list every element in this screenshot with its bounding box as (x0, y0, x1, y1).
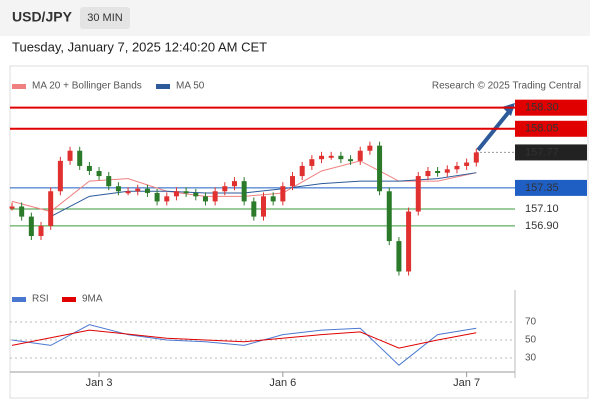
legend-swatch (12, 84, 26, 89)
legend-label: 9MA (82, 294, 103, 305)
candle (299, 165, 305, 177)
candle (106, 176, 112, 187)
candle (415, 176, 421, 212)
x-tick-label: Jan 3 (86, 377, 113, 389)
level-box (515, 144, 587, 161)
candle (28, 216, 34, 237)
candle (19, 206, 25, 217)
candle (425, 171, 431, 177)
subtitle: Tuesday, January 7, 2025 12:40:20 AM CET (12, 39, 267, 54)
candle (164, 196, 170, 202)
arrow-head (502, 103, 515, 116)
candle (125, 191, 131, 194)
legend-label: MA 20 + Bollinger Bands (32, 81, 142, 92)
x-tick-label: Jan 7 (453, 377, 480, 389)
candle (444, 169, 450, 173)
candle (328, 155, 334, 158)
candle (183, 191, 189, 194)
candle (241, 181, 247, 202)
candle (367, 145, 373, 151)
candle (270, 196, 276, 202)
candle (473, 152, 479, 163)
candle (454, 165, 460, 170)
candle (9, 206, 15, 209)
level-label: 156.90 (525, 220, 559, 232)
candle (261, 196, 266, 217)
legend-swatch (156, 84, 170, 89)
candle (38, 225, 44, 237)
candle (115, 186, 121, 192)
rsi-tick-label: 30 (525, 353, 537, 364)
credit: Research © 2025 Trading Central (432, 81, 581, 92)
candle (406, 211, 412, 272)
rsi-tick-label: 70 (525, 317, 537, 328)
ma-line (50, 172, 477, 218)
candle (464, 162, 470, 166)
chart-title: USD/JPY (12, 9, 73, 25)
candle (144, 188, 150, 193)
legend-swatch (62, 297, 76, 302)
candle (338, 155, 344, 160)
timeframe: 30 MIN (87, 12, 123, 24)
candle (173, 191, 179, 197)
candle (202, 196, 208, 202)
candle (86, 165, 92, 171)
x-tick-label: Jan 6 (269, 377, 296, 389)
candle (435, 171, 441, 173)
candle (251, 201, 257, 217)
level-label: 158.30 (525, 102, 559, 114)
candle (280, 186, 286, 202)
level-box (515, 120, 587, 137)
candle (77, 150, 83, 166)
candle (319, 155, 325, 160)
candle (135, 188, 141, 192)
rsi-tick-label: 50 (525, 335, 537, 346)
candle (386, 191, 392, 242)
candle (231, 181, 237, 187)
candle (154, 192, 160, 202)
level-label: 157.35 (525, 182, 559, 194)
legend-label: MA 50 (176, 81, 205, 92)
level-label: 157.10 (525, 203, 559, 215)
candle (396, 241, 402, 272)
candle (309, 159, 315, 166)
candle (193, 192, 199, 197)
candle (357, 150, 363, 161)
chart-frame (9, 65, 589, 399)
rsi-line (11, 329, 477, 349)
candle (57, 160, 63, 192)
candle (290, 176, 296, 187)
candle (48, 191, 54, 226)
level-label: 158.05 (525, 123, 559, 135)
legend-label: RSI (32, 294, 49, 305)
rsi-line (11, 324, 477, 366)
candle (96, 171, 102, 177)
level-label: 157.77 (525, 146, 559, 158)
timeframe-box (80, 7, 130, 29)
candle (348, 159, 354, 162)
candle (67, 150, 73, 161)
legend-swatch (12, 297, 26, 302)
candle (222, 186, 228, 192)
candle (377, 145, 383, 192)
level-box (515, 179, 587, 196)
candle (212, 191, 218, 202)
level-box (515, 99, 587, 116)
